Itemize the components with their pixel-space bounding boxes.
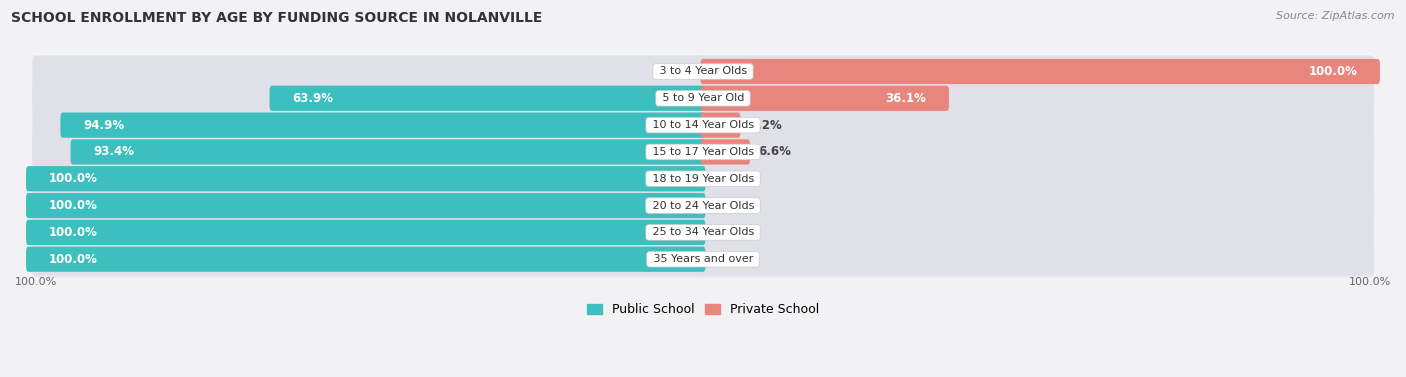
Text: 100.0%: 100.0% [49, 253, 97, 266]
Text: 15 to 17 Year Olds: 15 to 17 Year Olds [648, 147, 758, 157]
Text: 5 to 9 Year Old: 5 to 9 Year Old [658, 93, 748, 103]
Text: 5.2%: 5.2% [749, 119, 782, 132]
FancyBboxPatch shape [32, 216, 706, 248]
FancyBboxPatch shape [700, 136, 1374, 168]
FancyBboxPatch shape [27, 220, 706, 245]
Text: Source: ZipAtlas.com: Source: ZipAtlas.com [1277, 11, 1395, 21]
Text: 18 to 19 Year Olds: 18 to 19 Year Olds [648, 174, 758, 184]
Text: 100.0%: 100.0% [49, 172, 97, 185]
FancyBboxPatch shape [32, 187, 1374, 224]
FancyBboxPatch shape [700, 59, 1379, 84]
FancyBboxPatch shape [32, 136, 706, 168]
FancyBboxPatch shape [32, 82, 706, 114]
FancyBboxPatch shape [32, 214, 1374, 251]
Text: 35 Years and over: 35 Years and over [650, 254, 756, 264]
FancyBboxPatch shape [27, 247, 706, 272]
Text: 25 to 34 Year Olds: 25 to 34 Year Olds [648, 227, 758, 238]
FancyBboxPatch shape [700, 86, 949, 111]
FancyBboxPatch shape [700, 243, 1374, 275]
FancyBboxPatch shape [27, 193, 706, 218]
FancyBboxPatch shape [270, 86, 706, 111]
FancyBboxPatch shape [32, 53, 1374, 90]
Text: 94.9%: 94.9% [83, 119, 124, 132]
FancyBboxPatch shape [700, 139, 749, 164]
FancyBboxPatch shape [32, 162, 706, 195]
FancyBboxPatch shape [700, 55, 1374, 87]
FancyBboxPatch shape [700, 112, 741, 138]
FancyBboxPatch shape [32, 107, 1374, 143]
FancyBboxPatch shape [32, 134, 1374, 170]
Text: 6.6%: 6.6% [758, 146, 792, 158]
Text: 100.0%: 100.0% [1309, 65, 1357, 78]
Text: 100.0%: 100.0% [49, 199, 97, 212]
Text: 100.0%: 100.0% [1348, 277, 1391, 287]
FancyBboxPatch shape [700, 82, 1374, 114]
Text: 63.9%: 63.9% [292, 92, 333, 105]
Text: 0.0%: 0.0% [664, 65, 696, 78]
Text: 20 to 24 Year Olds: 20 to 24 Year Olds [648, 201, 758, 211]
Text: SCHOOL ENROLLMENT BY AGE BY FUNDING SOURCE IN NOLANVILLE: SCHOOL ENROLLMENT BY AGE BY FUNDING SOUR… [11, 11, 543, 25]
Text: 10 to 14 Year Olds: 10 to 14 Year Olds [648, 120, 758, 130]
Text: 100.0%: 100.0% [15, 277, 58, 287]
FancyBboxPatch shape [700, 162, 1374, 195]
FancyBboxPatch shape [32, 190, 706, 222]
FancyBboxPatch shape [32, 80, 1374, 116]
FancyBboxPatch shape [27, 166, 706, 192]
FancyBboxPatch shape [32, 55, 706, 87]
Text: 0.0%: 0.0% [714, 172, 747, 185]
Text: 93.4%: 93.4% [93, 146, 134, 158]
FancyBboxPatch shape [700, 190, 1374, 222]
Text: 3 to 4 Year Olds: 3 to 4 Year Olds [655, 66, 751, 77]
FancyBboxPatch shape [700, 216, 1374, 248]
FancyBboxPatch shape [700, 109, 1374, 141]
FancyBboxPatch shape [70, 139, 706, 164]
FancyBboxPatch shape [32, 241, 1374, 277]
FancyBboxPatch shape [60, 112, 706, 138]
FancyBboxPatch shape [32, 243, 706, 275]
Legend: Public School, Private School: Public School, Private School [582, 298, 824, 321]
FancyBboxPatch shape [32, 109, 706, 141]
Text: 36.1%: 36.1% [886, 92, 927, 105]
Text: 0.0%: 0.0% [714, 226, 747, 239]
Text: 0.0%: 0.0% [714, 253, 747, 266]
Text: 0.0%: 0.0% [714, 199, 747, 212]
FancyBboxPatch shape [32, 161, 1374, 197]
Text: 100.0%: 100.0% [49, 226, 97, 239]
